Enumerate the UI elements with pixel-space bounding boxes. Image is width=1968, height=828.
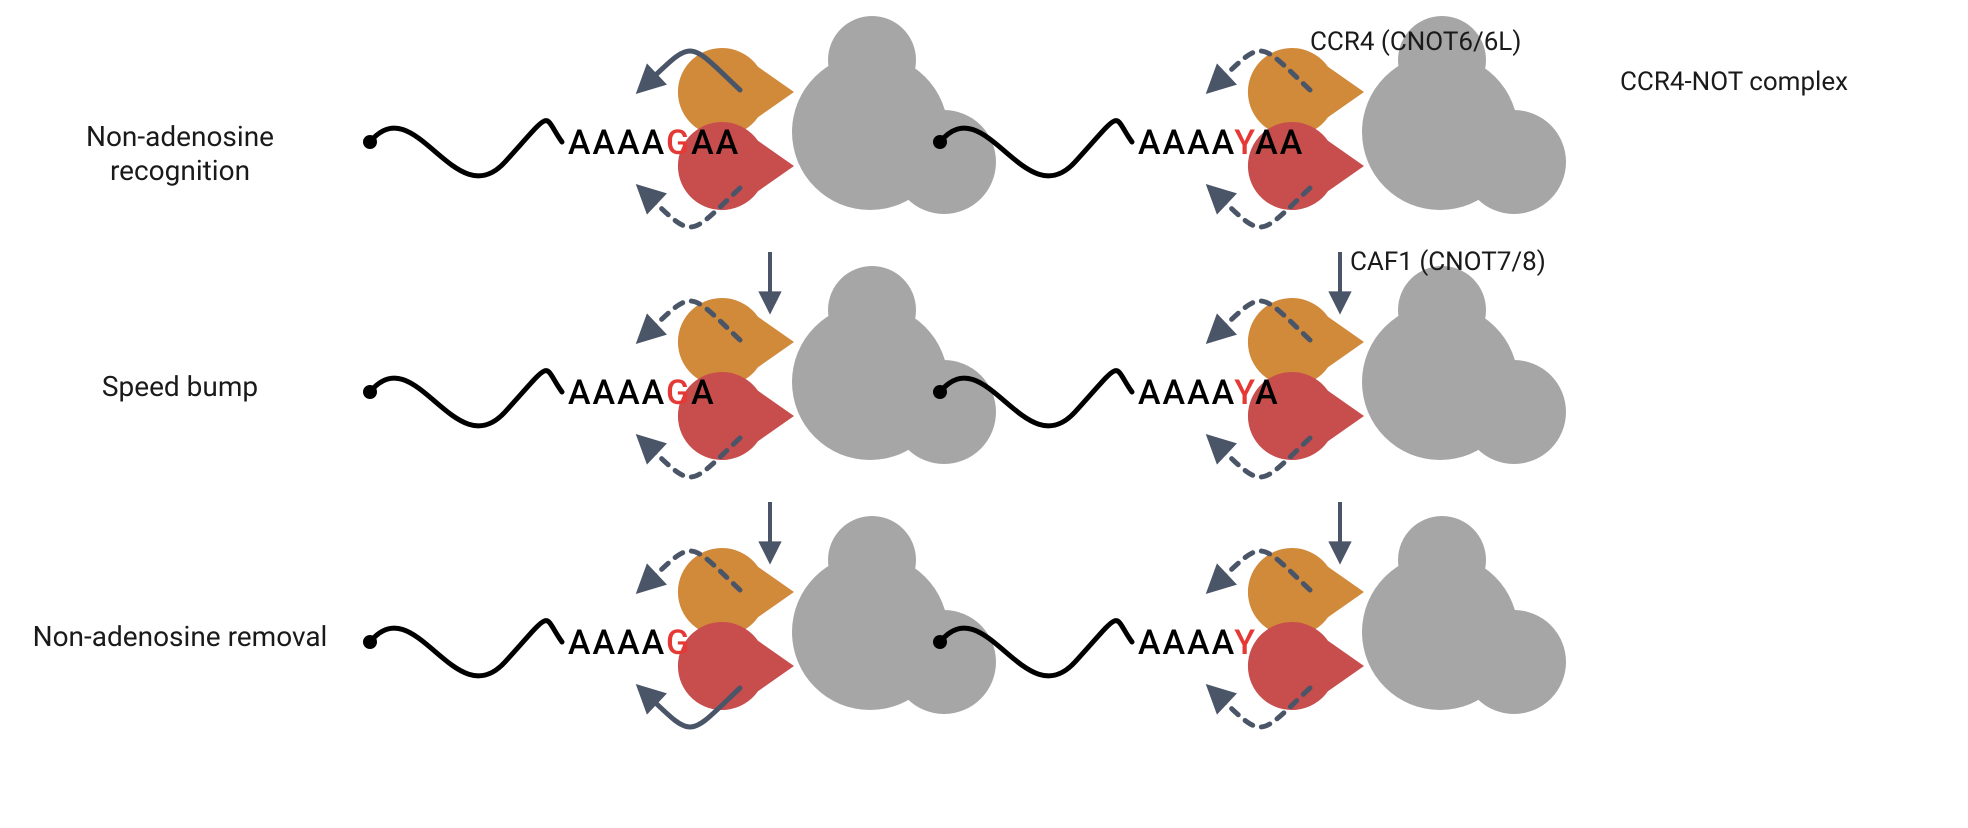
ccr4not-right-lobe: [892, 610, 996, 714]
ccr4not-top-lobe: [828, 16, 916, 104]
ccr4not-complex-label: CCR4-NOT complex: [1620, 67, 1848, 97]
caf1-pacman: [678, 622, 794, 710]
mrna-body: [370, 371, 562, 426]
ccr4not-right-lobe: [1462, 610, 1566, 714]
ccr4not-top-lobe: [828, 516, 916, 604]
poly-a-sequence: AAAAGA: [568, 373, 716, 413]
mrna-cap: [363, 385, 377, 399]
mrna-cap: [933, 385, 947, 399]
caf1-pacman: [1248, 622, 1364, 710]
poly-a-sequence: AAAAYA: [1138, 373, 1280, 413]
panel-left-2: AAAAGA: [363, 266, 996, 477]
mrna-cap: [933, 135, 947, 149]
ccr4not-top-lobe: [828, 266, 916, 354]
panel-right-2: AAAAYA: [933, 266, 1566, 477]
poly-a-sequence: AAAAG: [568, 623, 691, 663]
ccr4not-right-lobe: [1462, 360, 1566, 464]
mrna-body: [370, 121, 562, 176]
ccr4not-top-lobe: [1398, 516, 1486, 604]
ccr4-pacman: [1248, 548, 1364, 636]
poly-a-sequence: AAAAYAA: [1138, 123, 1304, 163]
caf1-label: CAF1 (CNOT7/8): [1350, 247, 1546, 277]
ccr4not-right-lobe: [892, 110, 996, 214]
step-label: Non-adenosine removal: [33, 620, 328, 653]
poly-a-sequence: AAAAGAA: [568, 123, 740, 163]
panel-left-3: AAAAG: [363, 516, 996, 727]
ccr4-label: CCR4 (CNOT6/6L): [1310, 27, 1521, 57]
mrna-body: [370, 621, 562, 676]
ccr4not-right-lobe: [892, 360, 996, 464]
ccr4not-top-lobe: [1398, 266, 1486, 354]
panel-left-1: AAAAGAA: [363, 16, 996, 227]
mrna-cap: [933, 635, 947, 649]
step-label: Non-adenosinerecognition: [86, 120, 274, 187]
ccr4not-right-lobe: [1462, 110, 1566, 214]
panel-right-3: AAAAY: [933, 516, 1566, 727]
ccr4-pacman: [678, 548, 794, 636]
mrna-cap: [363, 135, 377, 149]
mrna-cap: [363, 635, 377, 649]
poly-a-sequence: AAAAY: [1138, 623, 1257, 663]
step-label: Speed bump: [102, 370, 258, 403]
